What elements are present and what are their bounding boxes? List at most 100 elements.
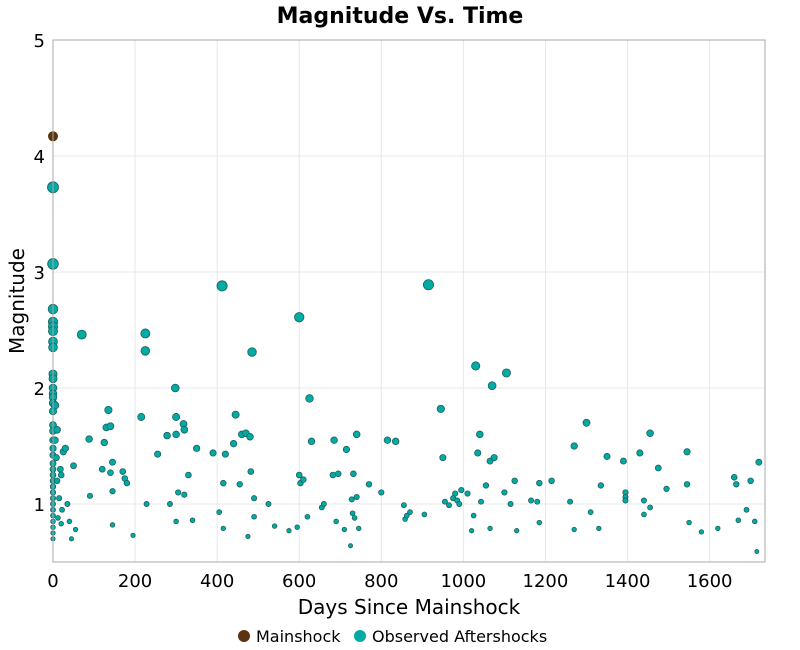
aftershock-point bbox=[755, 458, 763, 466]
aftershock-point bbox=[587, 509, 594, 515]
aftershock-point bbox=[64, 501, 71, 507]
aftershock-point bbox=[330, 436, 338, 444]
aftershock-point bbox=[400, 502, 407, 509]
aftershock-point bbox=[109, 458, 116, 466]
aftershock-point bbox=[743, 506, 750, 513]
aftershock-point bbox=[507, 501, 514, 507]
aftershock-point bbox=[403, 512, 410, 519]
x-tick-label: 1000 bbox=[440, 571, 486, 592]
aftershock-point bbox=[181, 491, 188, 498]
aftershock-point bbox=[333, 518, 339, 525]
aftershock-point bbox=[663, 485, 670, 493]
aftershock-point bbox=[351, 515, 358, 521]
legend: Mainshock Observed Aftershocks bbox=[238, 627, 547, 646]
aftershock-point bbox=[567, 498, 574, 505]
aftershock-point bbox=[123, 479, 131, 487]
aftershock-point bbox=[501, 368, 511, 378]
aftershock-point bbox=[57, 465, 64, 473]
aftershock-point bbox=[98, 465, 106, 473]
aftershock-point bbox=[383, 436, 392, 444]
aftershock-point bbox=[421, 511, 428, 518]
y-tick-label: 1 bbox=[34, 495, 45, 516]
aftershock-point bbox=[66, 518, 73, 525]
aftershock-point bbox=[295, 471, 303, 479]
aftershock-point bbox=[378, 489, 385, 496]
aftershock-point bbox=[636, 449, 644, 457]
aftershock-point bbox=[68, 536, 75, 542]
aftershock-point bbox=[715, 525, 721, 532]
aftershock-point bbox=[216, 509, 223, 515]
aftershock-point bbox=[468, 528, 475, 534]
aftershock-point bbox=[229, 440, 238, 448]
aftershock-point bbox=[622, 497, 629, 504]
aftershock-point bbox=[356, 525, 362, 532]
aftershock-point bbox=[286, 528, 292, 534]
aftershock-point bbox=[422, 279, 434, 291]
aftershock-point bbox=[53, 425, 61, 434]
aftershock-point bbox=[70, 462, 77, 470]
aftershock-point bbox=[735, 517, 742, 524]
aftershock-point bbox=[175, 489, 182, 496]
aftershock-point bbox=[143, 501, 150, 507]
aftershock-point bbox=[52, 454, 60, 462]
aftershock-point bbox=[76, 329, 87, 340]
aftershock-point bbox=[185, 471, 192, 479]
aftershock-point bbox=[407, 509, 413, 515]
aftershock-point bbox=[231, 410, 240, 419]
aftershock-point bbox=[452, 490, 459, 497]
aftershock-point bbox=[365, 481, 373, 488]
aftershock-point bbox=[619, 457, 627, 465]
aftershock-point bbox=[163, 431, 171, 440]
aftershock-point bbox=[698, 529, 705, 535]
aftershock-point bbox=[441, 498, 448, 505]
aftershock-point bbox=[534, 498, 541, 505]
aftershock-point bbox=[582, 418, 591, 427]
aftershock-point bbox=[167, 501, 173, 507]
aftershock-point bbox=[446, 502, 452, 509]
aftershock-point bbox=[86, 492, 93, 499]
tick-labels: 0 200 400 600 800 1000 1200 1400 1600 1 2 3 4 5 bbox=[34, 31, 733, 592]
aftershock-point bbox=[119, 468, 127, 475]
legend-marker-mainshock bbox=[238, 630, 250, 642]
aftershock-point bbox=[596, 525, 602, 532]
x-tick-label: 400 bbox=[200, 571, 234, 592]
aftershock-point bbox=[107, 469, 114, 476]
aftershock-point bbox=[55, 515, 61, 521]
aftershock-point bbox=[456, 501, 463, 507]
aftershock-point bbox=[348, 543, 353, 549]
aftershock-point bbox=[172, 430, 180, 439]
grid bbox=[52, 39, 765, 562]
x-tick-label: 600 bbox=[282, 571, 316, 592]
aftershock-point bbox=[104, 405, 113, 415]
aftershock-point bbox=[654, 464, 662, 472]
aftershock-point bbox=[53, 477, 61, 485]
aftershock-point bbox=[754, 549, 760, 554]
aftershock-point bbox=[247, 468, 255, 475]
x-tick-label: 800 bbox=[364, 571, 398, 592]
aftershock-point bbox=[730, 474, 738, 481]
x-tick-label: 1200 bbox=[523, 571, 569, 592]
aftershock-point bbox=[439, 454, 447, 462]
aftershock-point bbox=[501, 489, 508, 496]
aftershock-point bbox=[733, 481, 740, 488]
aftershock-point bbox=[61, 444, 69, 452]
aftershock-point bbox=[220, 479, 227, 487]
aftershock-point bbox=[57, 471, 65, 479]
aftershock-point bbox=[58, 520, 64, 527]
aftershock-point bbox=[536, 519, 543, 526]
x-tick-label: 1600 bbox=[687, 571, 733, 592]
aftershock-point bbox=[353, 494, 360, 501]
aftershock-point bbox=[436, 404, 445, 413]
aftershock-point bbox=[106, 422, 115, 431]
aftershock-point bbox=[247, 347, 257, 357]
aftershock-point bbox=[294, 524, 300, 530]
aftershock-point bbox=[482, 482, 490, 489]
aftershock-point bbox=[221, 450, 229, 458]
aftershock-point bbox=[646, 429, 654, 438]
aftershock-point bbox=[173, 518, 179, 525]
plot-frame bbox=[52, 39, 766, 563]
aftershock-point bbox=[570, 442, 578, 450]
aftershock-point bbox=[478, 498, 484, 505]
aftershock-point bbox=[109, 522, 116, 528]
